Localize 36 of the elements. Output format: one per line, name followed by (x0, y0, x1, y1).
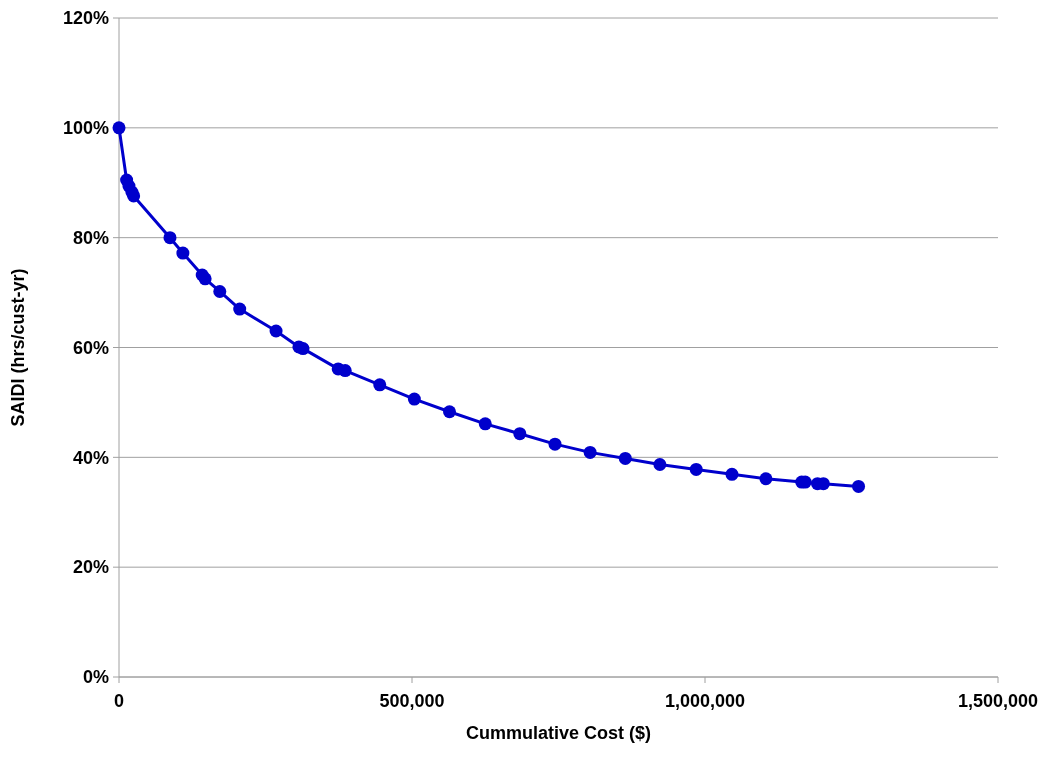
point (478, 417, 492, 431)
y-tick-label: 60% (72, 337, 109, 358)
point (725, 467, 739, 481)
point (407, 392, 421, 406)
point (513, 427, 527, 441)
x-tick-label: 1,000,000 (664, 691, 746, 711)
point (583, 445, 597, 459)
point (163, 231, 177, 245)
point (618, 451, 632, 465)
point (689, 462, 703, 476)
y-tick-label: 20% (72, 557, 109, 578)
point (198, 272, 212, 286)
point (338, 364, 352, 378)
point (373, 378, 387, 392)
point (852, 479, 866, 493)
x-tick-label: 0 (113, 691, 125, 711)
y-tick-label: 40% (72, 447, 109, 468)
y-axis-title: SAIDI (hrs/cust-yr) (8, 268, 28, 427)
point (127, 189, 141, 203)
x-axis-title: Cummulative Cost ($) (465, 723, 652, 743)
point (269, 324, 283, 338)
point (176, 246, 190, 260)
point (548, 437, 562, 451)
point (759, 472, 773, 486)
x-tick-label: 1,500,000 (957, 691, 1039, 711)
point (112, 121, 126, 135)
point (296, 342, 310, 356)
y-tick-label: 80% (72, 227, 109, 248)
point (443, 405, 456, 419)
point (233, 302, 247, 316)
point (213, 284, 227, 298)
y-tick-label: 120% (62, 8, 109, 29)
x-tick-label: 500,000 (379, 691, 445, 711)
point (653, 457, 667, 471)
y-tick-label: 0% (82, 667, 109, 688)
y-tick-label: 100% (62, 118, 109, 139)
